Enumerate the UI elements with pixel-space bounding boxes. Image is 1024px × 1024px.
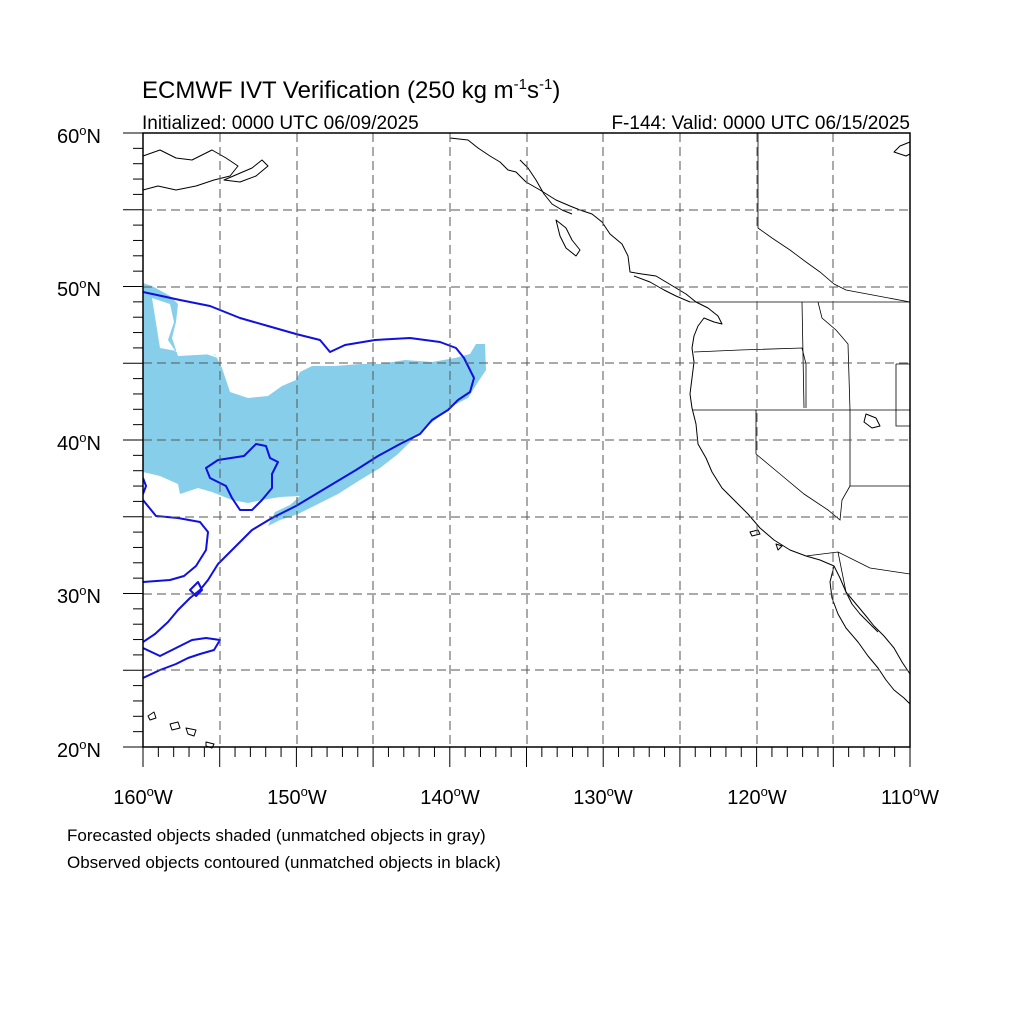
legend-forecast: Forecasted objects shaded (unmatched obj… xyxy=(67,826,486,845)
lon-labels: 160oW 150oW 140oW 130oW 120oW 110oW xyxy=(113,784,939,809)
init-time: Initialized: 0000 UTC 06/09/2025 xyxy=(142,113,419,134)
observed-object-main xyxy=(143,291,475,643)
lat-lon-grid xyxy=(143,133,910,747)
valid-time: F-144: Valid: 0000 UTC 06/15/2025 xyxy=(611,113,910,134)
map-frame xyxy=(142,132,911,748)
lat-label-50: 50oN xyxy=(57,276,101,301)
axis-ticks xyxy=(123,132,911,767)
map-title: ECMWF IVT Verification (250 kg m-1s-1) xyxy=(142,76,560,104)
legend-observed: Observed objects contoured (unmatched ob… xyxy=(67,853,501,872)
lon-label-120: 120oW xyxy=(727,784,787,809)
forecast-object-shaded xyxy=(143,283,486,526)
lat-labels: 60oN 50oN 40oN 30oN 20oN xyxy=(57,123,101,762)
state-borders xyxy=(690,133,911,593)
observed-object-south xyxy=(143,499,209,583)
lat-label-30: 30oN xyxy=(57,583,101,608)
lon-label-160: 160oW xyxy=(113,784,173,809)
lon-label-110: 110oW xyxy=(881,784,939,809)
lat-label-60: 60oN xyxy=(57,123,101,148)
lat-label-40: 40oN xyxy=(57,430,101,455)
lon-label-150: 150oW xyxy=(267,784,327,809)
coastline xyxy=(142,137,911,749)
observed-object-inner xyxy=(205,443,279,511)
lon-label-140: 140oW xyxy=(420,784,480,809)
lat-label-20: 20oN xyxy=(57,737,101,762)
lon-label-130: 130oW xyxy=(573,784,633,809)
